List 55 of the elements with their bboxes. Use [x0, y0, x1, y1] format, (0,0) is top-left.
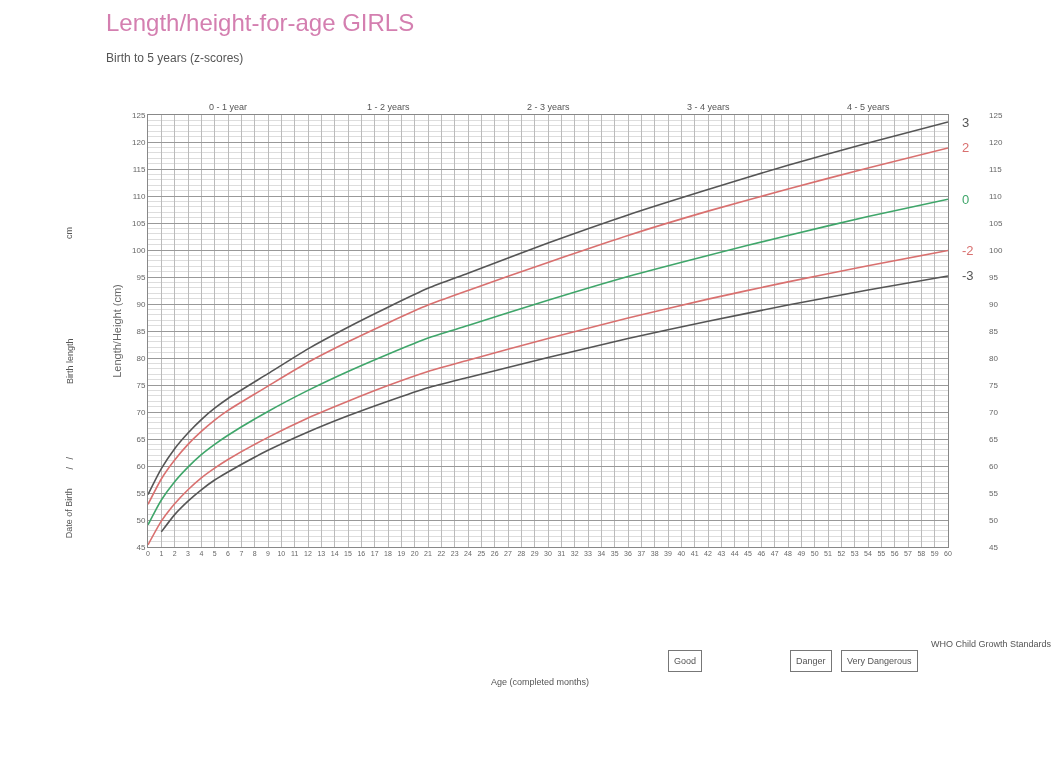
text: Danger	[796, 656, 826, 666]
text: 0 - 1 year	[209, 102, 248, 112]
y2-tick-label: 125	[989, 110, 1003, 120]
y2-tick-label: 65	[989, 434, 999, 444]
y-axis-title: Length/Height (cm)	[110, 284, 123, 378]
series-label: 0	[962, 192, 970, 207]
y2-tick-label: 85	[989, 326, 999, 336]
y2-tick-label: 120	[989, 137, 1003, 147]
y2-tick-label: 60	[989, 461, 999, 471]
chart-subtitle: Birth to 5 years (z-scores)	[106, 50, 244, 65]
text: WHO Child Growth Standards	[931, 639, 1052, 649]
y2-tick-label: 90	[989, 299, 999, 309]
y-tick-label: 120	[132, 137, 146, 147]
text: Good	[674, 656, 697, 666]
y-tick-label: 50	[136, 515, 146, 525]
y-tick-label: 85	[136, 326, 146, 336]
text: / /	[65, 456, 76, 470]
y-tick-label: 65	[136, 434, 146, 444]
text: 4 - 5 years	[847, 102, 891, 112]
y2-tick-label: 105	[989, 218, 1003, 228]
y-tick-label: 105	[132, 218, 146, 228]
y-tick-label: 95	[136, 272, 146, 282]
text: 2 - 3 years	[527, 102, 571, 112]
text: 3 - 4 years	[687, 102, 731, 112]
y-tick-label: 70	[136, 407, 146, 417]
y2-tick-label: 100	[989, 245, 1003, 255]
y-tick-label: 110	[132, 191, 146, 201]
y2-tick-label: 55	[989, 488, 999, 498]
y2-tick-label: 70	[989, 407, 999, 417]
series-label: -2	[962, 243, 974, 258]
series-label: 3	[962, 115, 970, 130]
text: 1 - 2 years	[367, 102, 411, 112]
y-tick-label: 115	[132, 164, 146, 174]
y-tick-label: 60	[136, 461, 146, 471]
series-label: 2	[962, 140, 970, 155]
y2-tick-label: 110	[989, 191, 1003, 201]
y2-tick-label: 80	[989, 353, 999, 363]
y-tick-label: 90	[136, 299, 146, 309]
text: Date of Birth	[64, 488, 75, 539]
y2-tick-label: 50	[989, 515, 999, 525]
text: Very Dangerous	[847, 656, 913, 666]
y2-tick-label: 95	[989, 272, 999, 282]
y-tick-label: 80	[136, 353, 146, 363]
y-tick-label: 125	[132, 110, 146, 120]
line-series	[148, 198, 948, 526]
text: Age (completed months)	[491, 677, 590, 687]
y2-tick-label: 75	[989, 380, 999, 390]
text: Birth length	[64, 338, 75, 385]
y-tick-label: 75	[136, 380, 146, 390]
y2-tick-label: 115	[989, 164, 1003, 174]
series-label: -3	[962, 268, 974, 283]
y-tick-label: 55	[136, 488, 146, 498]
text: cm	[64, 227, 75, 240]
y-tick-label: 100	[132, 245, 146, 255]
chart-title: Length/height-for-age GIRLS	[106, 8, 415, 36]
